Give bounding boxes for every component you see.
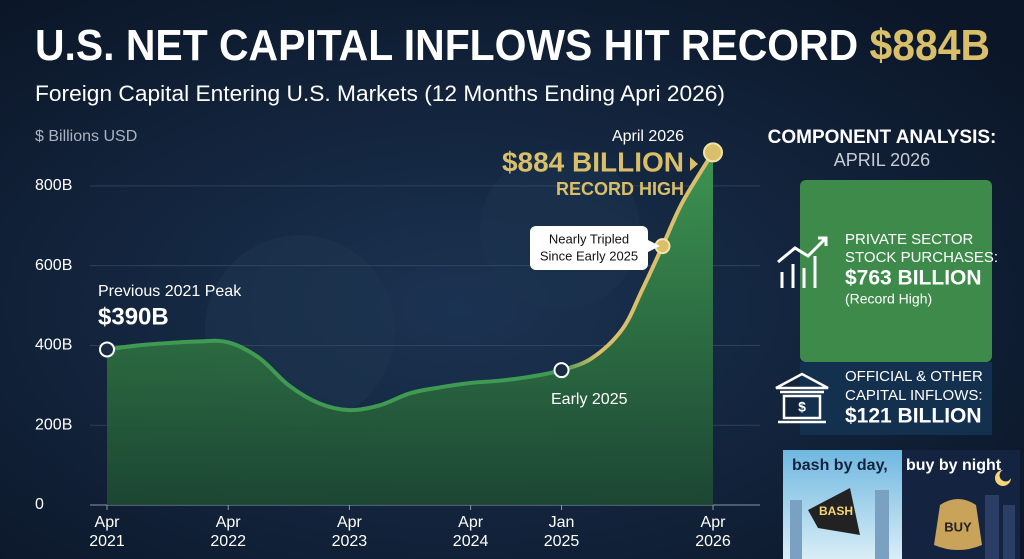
panel-subheading: APRIL 2026 bbox=[834, 150, 930, 170]
annotation: Since Early 2025 bbox=[540, 248, 638, 263]
subtitle: Foreign Capital Entering U.S. Markets (1… bbox=[35, 81, 725, 106]
ad-left-text: bash by day, bbox=[792, 457, 888, 474]
y-tick-label: 200B bbox=[35, 416, 72, 433]
panel-heading: COMPONENT ANALYSIS: bbox=[768, 127, 997, 148]
private-box bbox=[800, 180, 992, 362]
annotation: RECORD HIGH bbox=[556, 179, 684, 199]
x-tick-label: Apr 2026 bbox=[695, 514, 731, 550]
bag-label: BUY bbox=[944, 519, 972, 534]
megaphone bbox=[808, 488, 860, 535]
official-text: $121 BILLION bbox=[845, 405, 982, 428]
highlight-point bbox=[99, 341, 115, 358]
area bbox=[107, 152, 713, 505]
private-text: (Record High) bbox=[845, 291, 932, 307]
private-text: $763 BILLION bbox=[845, 267, 982, 290]
growth-icon bbox=[777, 236, 828, 288]
y-tick-label: 0 bbox=[35, 496, 44, 513]
callout-box bbox=[530, 226, 648, 270]
y-tick-label: 800B bbox=[35, 177, 72, 194]
private-text: STOCK PURCHASES: bbox=[845, 249, 998, 266]
x-tick-label: Jan 2025 bbox=[543, 514, 580, 550]
highlight-point bbox=[703, 142, 723, 163]
title-main: U.S. NET CAPITAL INFLOWS HIT RECORD bbox=[35, 21, 858, 70]
x-tick-label: Apr 2021 bbox=[89, 514, 125, 550]
record-arrow bbox=[690, 157, 698, 171]
x-tick-label: Apr 2024 bbox=[452, 514, 489, 550]
annotation: Early 2025 bbox=[551, 391, 628, 408]
bank-icon-symbol: $ bbox=[798, 399, 806, 415]
megaphone-label: BASH bbox=[819, 504, 853, 518]
y-tick-label: 600B bbox=[35, 257, 72, 274]
x-tick-label: Apr 2023 bbox=[331, 514, 368, 550]
private-text: PRIVATE SECTOR bbox=[845, 231, 974, 248]
money-bag bbox=[934, 499, 982, 550]
line bbox=[106, 151, 715, 413]
x-tick-label: Apr 2022 bbox=[210, 514, 246, 550]
highlight-point bbox=[553, 362, 570, 379]
ad-right-text: buy by night bbox=[906, 457, 1002, 474]
callout-pointer bbox=[648, 240, 660, 252]
annotation: $390B bbox=[98, 303, 169, 330]
annotation: Previous 2021 Peak bbox=[98, 283, 242, 300]
official-text: OFFICIAL & OTHER bbox=[845, 368, 983, 385]
moon bbox=[995, 470, 1011, 486]
ad-skyline bbox=[790, 490, 1015, 559]
title: U.S. NET CAPITAL INFLOWS HIT RECORD $884… bbox=[35, 21, 990, 70]
annotation: $884 BILLION bbox=[502, 146, 684, 177]
title-highlight: $884B bbox=[869, 21, 990, 70]
annotation: April 2026 bbox=[612, 128, 684, 145]
bank-icon bbox=[775, 372, 829, 424]
annotation: Nearly Tripled bbox=[549, 231, 629, 246]
y-tick-label: 400B bbox=[35, 337, 72, 354]
y-axis-label: $ Billions USD bbox=[35, 128, 137, 145]
official-text: CAPITAL INFLOWS: bbox=[845, 387, 983, 404]
official-box bbox=[800, 362, 992, 435]
